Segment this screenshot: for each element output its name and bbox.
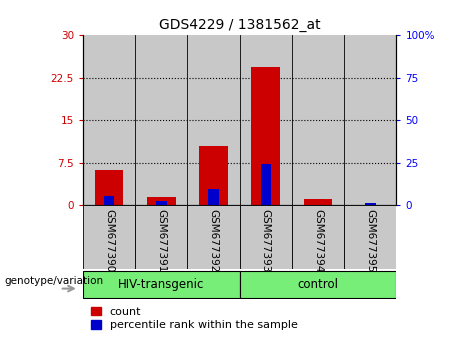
Text: GSM677391: GSM677391 [156,209,166,272]
Bar [260,164,271,205]
FancyBboxPatch shape [344,205,396,269]
Text: control: control [298,278,338,291]
Text: GSM677395: GSM677395 [365,209,375,272]
Legend: count, percentile rank within the sample: count, percentile rank within the sample [89,305,300,333]
Bar [83,35,135,205]
Bar [365,203,376,205]
Bar [344,35,396,205]
Bar [199,146,228,205]
FancyBboxPatch shape [83,205,135,269]
Bar [208,189,219,205]
Bar [156,201,166,205]
FancyBboxPatch shape [292,205,344,269]
FancyBboxPatch shape [83,270,240,298]
Bar [240,35,292,205]
FancyBboxPatch shape [240,270,396,298]
Text: GSM677393: GSM677393 [261,209,271,272]
FancyBboxPatch shape [240,205,292,269]
Text: GSM677392: GSM677392 [208,209,219,272]
Bar [292,35,344,205]
FancyBboxPatch shape [188,205,240,269]
Text: HIV-transgenic: HIV-transgenic [118,278,205,291]
Bar [95,170,124,205]
Bar [135,35,188,205]
Bar [188,35,240,205]
Bar [304,199,332,205]
Text: GSM677390: GSM677390 [104,209,114,272]
FancyBboxPatch shape [135,205,188,269]
Text: GSM677394: GSM677394 [313,209,323,272]
Text: genotype/variation: genotype/variation [5,276,104,286]
Bar [104,196,114,205]
Bar [147,197,176,205]
Bar [252,67,280,205]
Title: GDS4229 / 1381562_at: GDS4229 / 1381562_at [159,18,320,32]
